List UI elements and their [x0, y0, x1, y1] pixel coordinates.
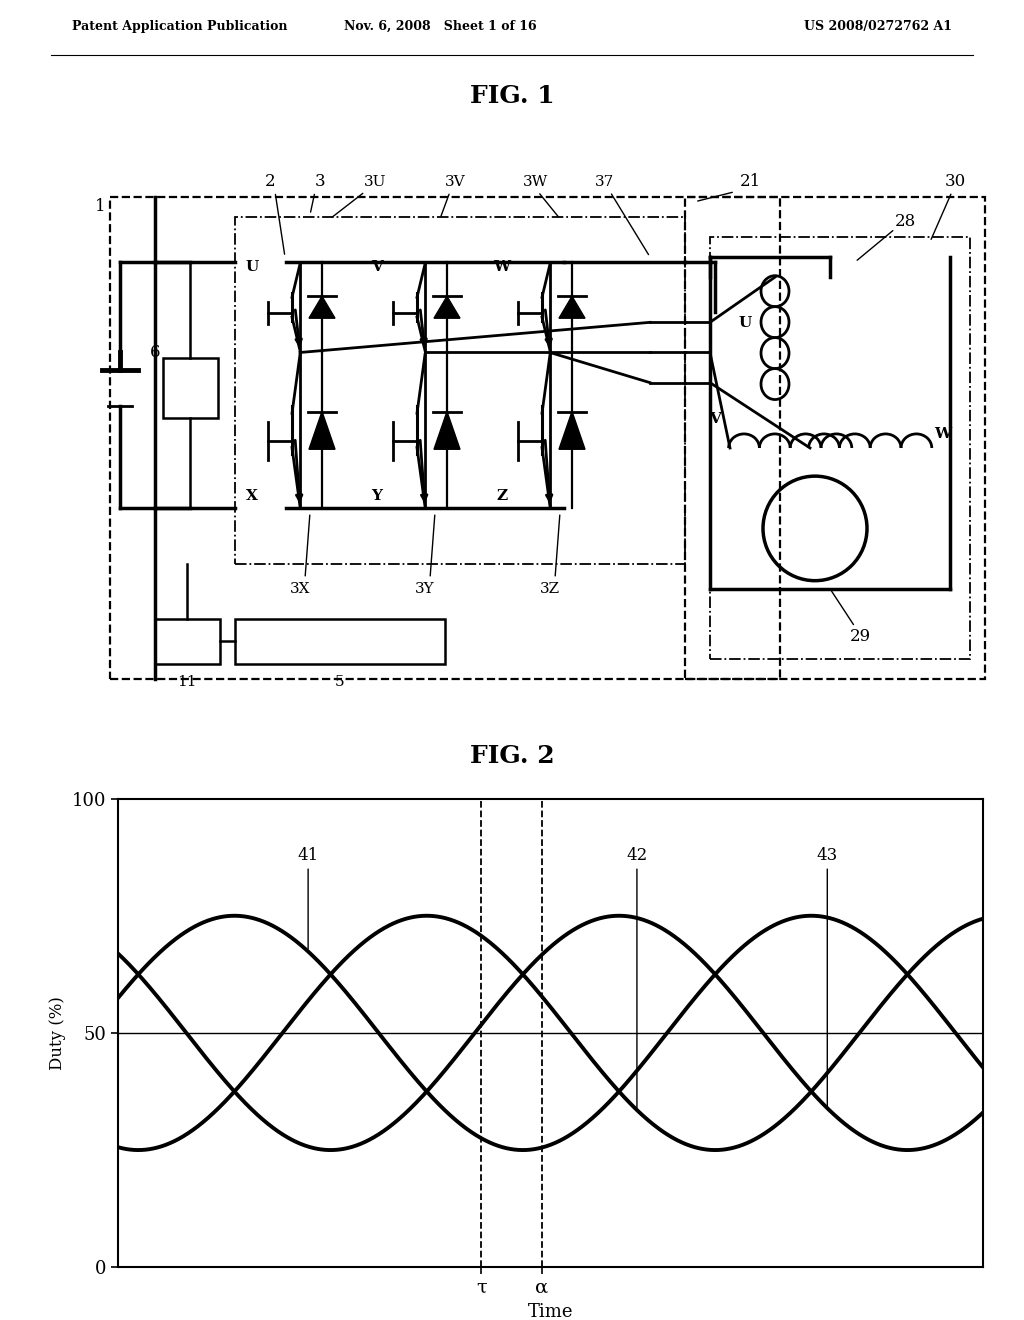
Polygon shape [434, 296, 460, 318]
Bar [234, 619, 445, 664]
Text: 3Z: 3Z [540, 582, 560, 595]
Bar [155, 619, 220, 664]
Text: Z: Z [497, 490, 508, 503]
Text: 37: 37 [595, 174, 614, 189]
Text: 28: 28 [894, 214, 915, 230]
X-axis label: Time: Time [527, 1303, 573, 1320]
Text: V: V [371, 260, 383, 275]
Text: US 2008/0272762 A1: US 2008/0272762 A1 [804, 20, 952, 33]
Text: 21: 21 [739, 173, 761, 190]
Text: Y: Y [372, 490, 383, 503]
Text: 3: 3 [314, 173, 326, 190]
Text: FIG. 1: FIG. 1 [470, 84, 554, 108]
Text: 11: 11 [177, 676, 197, 689]
Text: 3V: 3V [444, 174, 465, 189]
Polygon shape [309, 412, 335, 449]
Polygon shape [434, 412, 460, 449]
Text: 3X: 3X [290, 582, 310, 595]
Text: 29: 29 [850, 628, 870, 645]
Text: 41: 41 [298, 846, 318, 949]
Text: U: U [246, 260, 259, 275]
Text: 2: 2 [264, 173, 275, 190]
Text: W: W [494, 260, 511, 275]
Text: 42: 42 [627, 846, 647, 1107]
Text: 30: 30 [944, 173, 966, 190]
Text: 6: 6 [150, 345, 160, 360]
Text: 43: 43 [817, 846, 838, 1106]
Polygon shape [559, 412, 585, 449]
Text: Patent Application Publication: Patent Application Publication [72, 20, 287, 33]
Text: FIG. 2: FIG. 2 [470, 743, 554, 768]
Text: V: V [709, 412, 721, 426]
Polygon shape [309, 296, 335, 318]
Text: 5: 5 [335, 676, 345, 689]
Text: Nov. 6, 2008   Sheet 1 of 16: Nov. 6, 2008 Sheet 1 of 16 [344, 20, 537, 33]
Text: 3U: 3U [364, 174, 386, 189]
Text: 3Y: 3Y [415, 582, 435, 595]
Text: U: U [738, 317, 752, 330]
Text: W: W [935, 426, 951, 441]
Text: X: X [246, 490, 258, 503]
Text: 1: 1 [94, 198, 105, 215]
Polygon shape [559, 296, 585, 318]
Y-axis label: Duty (%): Duty (%) [49, 997, 66, 1069]
Bar [163, 358, 217, 418]
Text: 3W: 3W [522, 174, 548, 189]
